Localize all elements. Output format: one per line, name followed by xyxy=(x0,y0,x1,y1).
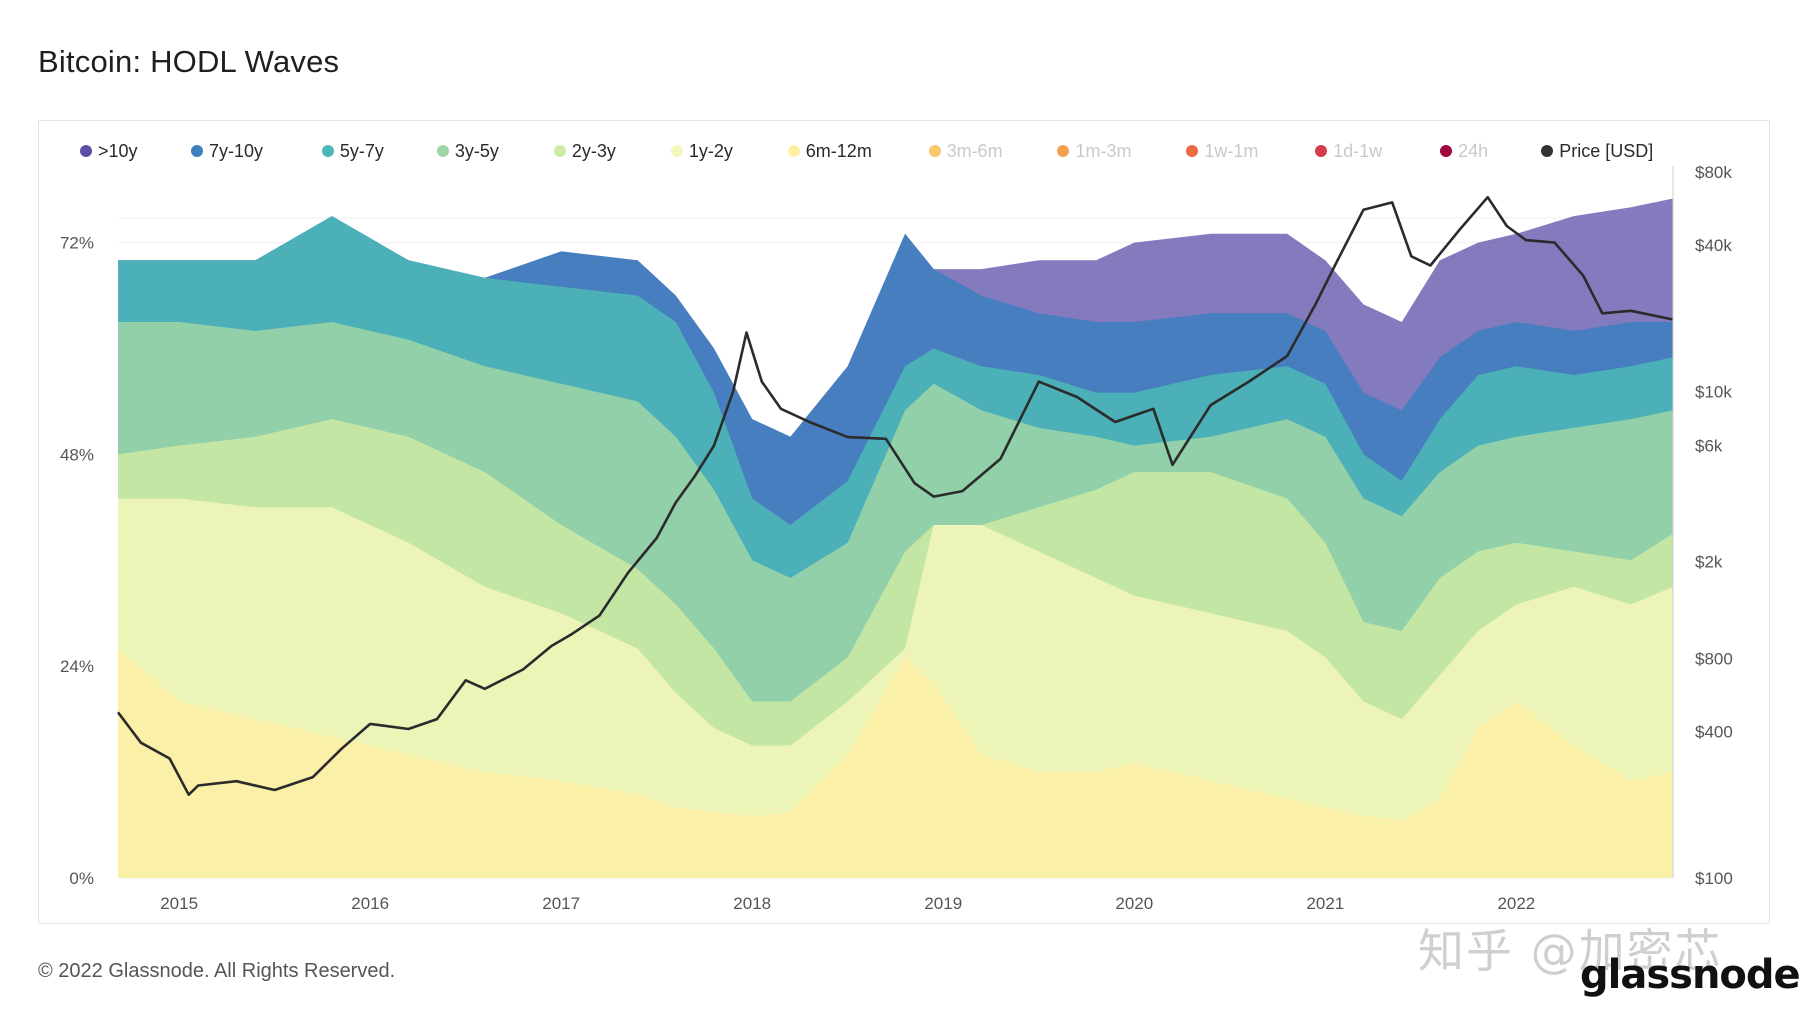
legend-item-6m-12m[interactable]: 6m-12m xyxy=(787,140,929,162)
y-right-tick-label-7: $80k xyxy=(1695,163,1732,182)
y-right-tick-label-1: $400 xyxy=(1695,723,1733,742)
y-left-tick-label-1: 24% xyxy=(60,657,94,676)
legend-dot-icon xyxy=(787,145,800,157)
legend-item-24h[interactable]: 24h xyxy=(1440,141,1541,162)
legend-dot-icon xyxy=(1315,145,1328,157)
glassnode-logo: glassnode xyxy=(1580,952,1800,998)
area-6m-12m xyxy=(118,648,1673,878)
y-left-tick-label-2: 48% xyxy=(60,445,94,464)
legend-dot-icon xyxy=(321,145,334,157)
legend-item-price-usd[interactable]: Price [USD] xyxy=(1541,141,1680,162)
y-right-tick-label-3: $2k xyxy=(1695,553,1723,572)
legend-label: 3m-6m xyxy=(946,140,1003,161)
legend-label: 24h xyxy=(1458,140,1489,161)
y-right-tick-label-0: $100 xyxy=(1695,869,1733,888)
legend-item-10y[interactable]: >10y xyxy=(80,141,191,162)
legend-label: 7y-10y xyxy=(209,140,264,161)
legend-item-3m-6m[interactable]: 3m-6m xyxy=(928,140,1058,162)
zhihu-watermark: 知乎 @加密芯 xyxy=(1418,924,1723,978)
legend-dot-icon xyxy=(670,145,683,157)
x-tick-label-2020: 2020 xyxy=(1115,894,1153,913)
legend-dot-icon xyxy=(80,145,92,157)
legend-label: 1w-1m xyxy=(1204,140,1259,161)
x-tick-label-2021: 2021 xyxy=(1306,894,1344,913)
legend-dot-icon xyxy=(928,145,941,157)
legend-label: >10y xyxy=(98,140,138,161)
legend-label: 1d-1w xyxy=(1333,140,1383,161)
legend-dot-icon xyxy=(553,145,566,157)
legend-dot-icon xyxy=(1541,145,1554,157)
legend-label: 6m-12m xyxy=(805,140,872,161)
y-left-tick-label-0: 0% xyxy=(69,869,94,888)
x-tick-label-2018: 2018 xyxy=(733,894,771,913)
copyright-footer: © 2022 Glassnode. All Rights Reserved. xyxy=(38,960,396,982)
x-tick-label-2022: 2022 xyxy=(1497,894,1535,913)
legend-item-7y-10y[interactable]: 7y-10y xyxy=(191,141,322,162)
legend-dot-icon xyxy=(191,145,204,157)
legend-label: 1m-3m xyxy=(1075,140,1132,161)
y-right-tick-label-5: $10k xyxy=(1695,383,1732,402)
x-tick-label-2015: 2015 xyxy=(160,894,198,913)
y-right-tick-label-2: $800 xyxy=(1695,649,1733,668)
legend-item-1m-3m[interactable]: 1m-3m xyxy=(1057,141,1186,162)
legend-label: 3y-5y xyxy=(454,140,499,161)
y-right-tick-label-6: $40k xyxy=(1695,236,1732,255)
legend-label: 2y-3y xyxy=(571,140,616,161)
legend-item-2y-3y[interactable]: 2y-3y xyxy=(553,140,671,162)
x-tick-label-2019: 2019 xyxy=(924,894,962,913)
legend-item-3y-5y[interactable]: 3y-5y xyxy=(436,140,554,162)
legend-label: 1y-2y xyxy=(688,140,733,161)
area-series xyxy=(118,198,1673,879)
legend-dot-icon xyxy=(1057,145,1070,157)
y-left-tick-label-3: 72% xyxy=(60,234,94,253)
legend-item-1d-1w[interactable]: 1d-1w xyxy=(1315,141,1440,162)
price-line xyxy=(116,195,1674,796)
price-series xyxy=(116,195,1674,796)
legend-item-1w-1m[interactable]: 1w-1m xyxy=(1186,141,1315,162)
chart-legend: >10y 7y-10y 5y-7y 3y-5y 2y-3y 1y-2y 6m-12m 3m-6… xyxy=(80,138,1680,164)
legend-dot-icon xyxy=(436,145,449,157)
legend-label: 5y-7y xyxy=(339,140,384,161)
legend-dot-icon xyxy=(1440,145,1453,157)
axes: 2015 2016 2017 2018 2019 2020 2021 2022 0% 24% 48%… xyxy=(60,163,1733,913)
legend-item-1y-2y[interactable]: 1y-2y xyxy=(670,140,788,162)
chart-title: Bitcoin: HODL Waves xyxy=(38,44,340,79)
legend-dot-icon xyxy=(1186,145,1199,157)
x-tick-label-2016: 2016 xyxy=(351,894,389,913)
legend-label: Price [USD] xyxy=(1559,140,1654,161)
legend-item-5y-7y[interactable]: 5y-7y xyxy=(321,140,437,162)
y-right-tick-label-4: $6k xyxy=(1695,437,1723,456)
x-tick-label-2017: 2017 xyxy=(542,894,580,913)
